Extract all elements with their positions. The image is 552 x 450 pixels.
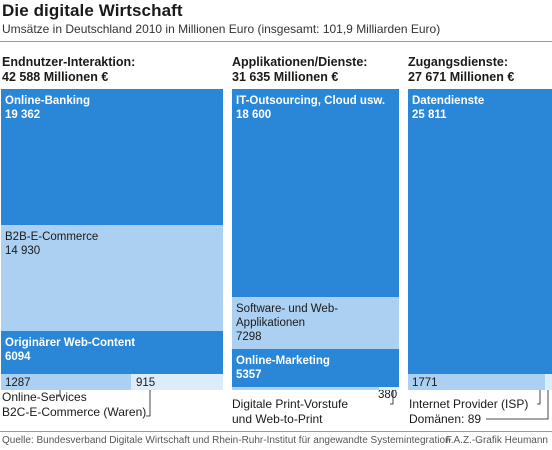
bar-segment-online-banking [1, 89, 223, 225]
segment-name: Online-Marketing [236, 355, 330, 367]
bar-segment-online-services [1, 374, 131, 390]
callout-b2c-e-commerce: B2C-E-Commerce (Waren) [2, 404, 147, 419]
segment-value: 19 362 [5, 109, 41, 121]
bar-segment-web-content [1, 331, 223, 374]
bar-segment-tail [379, 387, 399, 390]
segment-name: B2B-E-Commerce [5, 231, 99, 243]
column-total-text: 42 588 Millionen € [2, 70, 109, 84]
bottom-rule [0, 431, 552, 432]
column-heading-endnutzer: Endnutzer-Interaktion: 42 588 Millionen … [2, 55, 135, 85]
segment-name: Datendienste [412, 95, 485, 107]
segment-label-online-banking: Online-Banking 19 362 [5, 94, 90, 122]
segment-name: Originärer Web-Content [5, 337, 136, 349]
bar-segment-b2c-e-commerce [131, 374, 223, 390]
bar-segment-software-web [232, 297, 399, 349]
segment-value-online-services: 1287 [5, 377, 31, 389]
column-heading-zugang: Zugangsdienste: 27 671 Millionen € [408, 55, 514, 85]
segment-label-datendienste: Datendienste 25 811 [412, 94, 484, 122]
column-heading-text: Endnutzer-Interaktion: [2, 55, 136, 69]
segment-label-b2b-e-commerce: B2B-E-Commerce 14 930 [5, 230, 98, 258]
callout-isp: Internet Provider (ISP) [409, 397, 529, 411]
segment-name: Online-Banking [5, 95, 90, 107]
leader-line-isp [537, 390, 541, 405]
bar-segment-online-marketing [232, 349, 399, 387]
bar-segment-it-outsourcing [232, 89, 399, 297]
segment-value-print-vorstufe: 380 [378, 389, 398, 401]
segment-value: 18 600 [236, 109, 272, 121]
leader-line-print-vorstufe [390, 390, 394, 405]
callout-endnutzer: Online-Services B2C-E-Commerce (Waren) [2, 390, 146, 419]
segment-value: 7298 [236, 331, 262, 343]
callout-online-services: Online-Services [2, 390, 87, 404]
column-total-text: 31 635 Millionen € [232, 70, 339, 84]
bar-segment-domaenen [545, 374, 552, 390]
segment-name-line2: Applikationen [236, 317, 306, 329]
column-total-text: 27 671 Millionen € [408, 70, 515, 84]
column-heading-applikationen: Applikationen/Dienste: 31 635 Millionen … [232, 55, 367, 85]
top-rule [0, 41, 552, 42]
callout-domaenen: Domänen: 89 [409, 411, 482, 426]
callout-print-line2: und Web-to-Print [232, 411, 323, 426]
bar-segment-print-vorstufe [232, 387, 379, 390]
segment-value: 5357 [236, 369, 262, 381]
bar-segment-isp [408, 374, 545, 390]
segment-value: 6094 [5, 351, 31, 363]
segment-value-b2c-e-commerce: 915 [136, 377, 156, 389]
column-heading-text: Zugangsdienste: [408, 55, 509, 69]
segment-name-line1: Software- und Web- [236, 303, 339, 315]
column-heading-text: Applikationen/Dienste: [232, 55, 368, 69]
footer-credit: F.A.Z.-Grafik Heumann [445, 435, 548, 446]
chart-subtitle: Umsätze in Deutschland 2010 in Millionen… [2, 22, 441, 36]
segment-value: 25 811 [412, 109, 447, 121]
bar-segment-b2b-e-commerce [1, 225, 223, 331]
callout-zugang: Internet Provider (ISP) Domänen: 89 [409, 397, 528, 426]
leader-line-b2c-e-commerce [146, 390, 151, 417]
segment-label-online-marketing: Online-Marketing 5357 [236, 354, 330, 382]
leader-line-domaenen [486, 390, 549, 420]
segment-name: IT-Outsourcing, Cloud usw. [236, 95, 386, 107]
callout-print-line1: Digitale Print-Vorstufe [232, 397, 349, 411]
segment-value: 14 930 [5, 245, 41, 257]
segment-label-it-outsourcing: IT-Outsourcing, Cloud usw. 18 600 [236, 94, 385, 122]
leader-line-online-services [58, 390, 61, 397]
bar-segment-datendienste [408, 89, 552, 374]
callout-applikationen: Digitale Print-Vorstufe und Web-to-Print [232, 397, 348, 426]
segment-label-software-web: Software- und Web- Applikationen 7298 [236, 302, 338, 344]
chart-title: Die digitale Wirtschaft [2, 1, 183, 20]
footer-source: Quelle: Bundesverband Digitale Wirtschaf… [2, 435, 451, 446]
segment-value-isp: 1771 [412, 377, 438, 389]
segment-label-web-content: Originärer Web-Content 6094 [5, 336, 135, 364]
